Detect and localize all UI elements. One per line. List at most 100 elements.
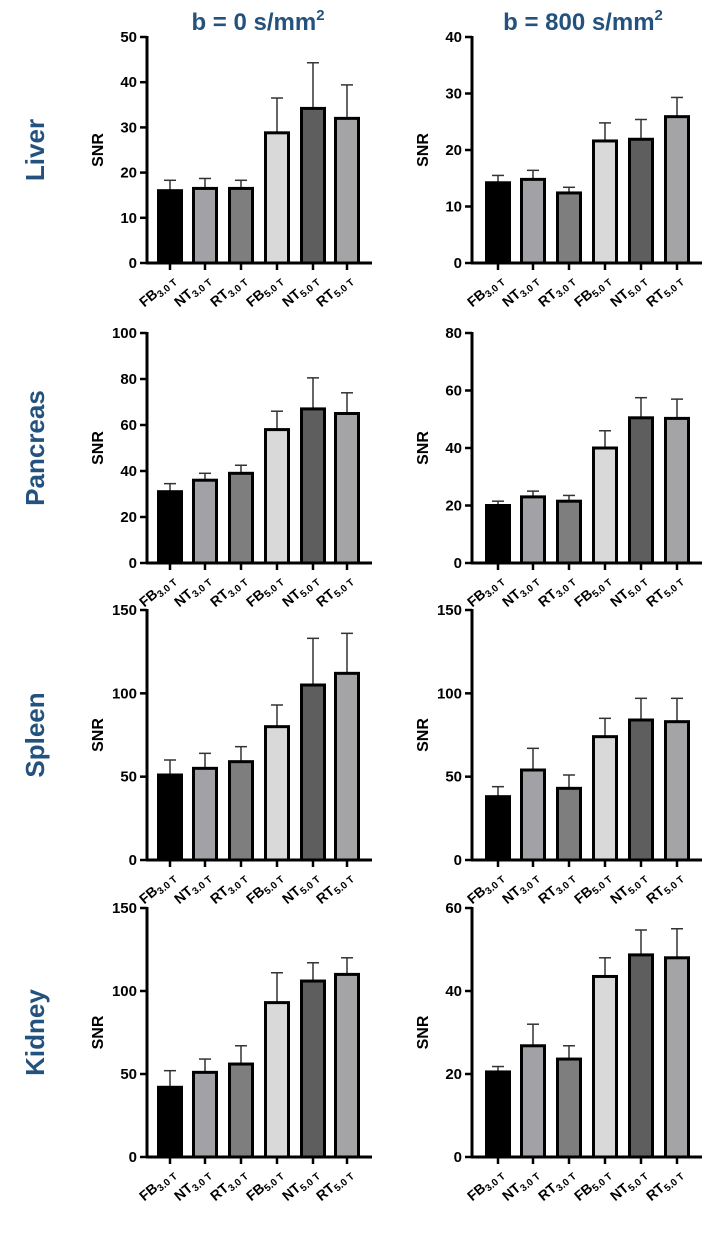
column-title-b0: b = 0 s/mm2 — [191, 7, 324, 36]
bar-fb-30T — [157, 773, 183, 862]
bar-rt-50T — [334, 671, 360, 862]
y-axis-label: SNR — [90, 718, 107, 752]
bar-rt-50T — [334, 972, 360, 1159]
y-tick-label: 30 — [120, 119, 137, 136]
y-tick-label: 0 — [454, 852, 462, 869]
bar-nt-50T — [300, 683, 326, 862]
bar-fb-50T — [592, 139, 618, 265]
y-tick-label: 30 — [445, 86, 462, 103]
bar-nt-50T — [628, 718, 654, 862]
bar-fb-50T — [264, 1001, 290, 1159]
bar-rt-30T — [228, 186, 254, 265]
x-tick-label: NT3.0 T — [499, 1165, 543, 1206]
x-tick-label: FB5.0 T — [571, 1165, 615, 1206]
row-label-kidney: Kidney — [20, 989, 50, 1076]
y-tick-label: 20 — [120, 509, 137, 526]
y-axis-label: SNR — [415, 1015, 432, 1049]
x-tick-label: RT5.0 T — [313, 271, 357, 312]
x-tick-label: NT3.0 T — [499, 271, 543, 312]
bar-fb-50T — [592, 446, 618, 565]
y-tick-label: 20 — [120, 165, 137, 182]
x-tick-label: FB3.0 T — [464, 271, 508, 312]
x-tick-label: RT5.0 T — [313, 1165, 357, 1206]
x-tick-label: RT3.0 T — [207, 271, 251, 312]
bar-nt-30T — [192, 186, 218, 265]
y-tick-label: 50 — [445, 769, 462, 786]
y-tick-label: 20 — [445, 1066, 462, 1083]
x-tick-label: FB5.0 T — [571, 868, 615, 909]
x-tick-label: NT3.0 T — [171, 868, 215, 909]
x-tick-label: NT3.0 T — [499, 571, 543, 612]
x-tick-label: FB3.0 T — [136, 1165, 180, 1206]
x-tick-label: NT3.0 T — [171, 1165, 215, 1206]
y-tick-label: 40 — [445, 983, 462, 1000]
x-tick-label: RT5.0 T — [313, 571, 357, 612]
x-tick-label: NT5.0 T — [607, 571, 651, 612]
bar-nt-30T — [192, 1070, 218, 1159]
bar-nt-50T — [628, 416, 654, 565]
bar-nt-50T — [300, 106, 326, 265]
y-tick-label: 0 — [454, 1149, 462, 1166]
bar-rt-30T — [556, 1057, 582, 1159]
y-tick-label: 10 — [120, 210, 137, 227]
bar-rt-30T — [556, 499, 582, 565]
y-tick-label: 50 — [120, 29, 137, 46]
y-tick-label: 40 — [120, 463, 137, 480]
bar-rt-50T — [664, 416, 690, 565]
x-tick-label: RT3.0 T — [207, 868, 251, 909]
bar-nt-30T — [520, 495, 546, 565]
y-tick-label: 150 — [112, 602, 137, 619]
x-tick-label: FB3.0 T — [136, 868, 180, 909]
x-tick-label: FB5.0 T — [571, 271, 615, 312]
bar-fb-30T — [485, 504, 511, 565]
row-label-liver: Liver — [20, 119, 50, 181]
x-tick-label: RT5.0 T — [313, 868, 357, 909]
bar-rt-50T — [664, 720, 690, 862]
x-tick-label: FB5.0 T — [243, 271, 287, 312]
x-tick-label: RT5.0 T — [643, 271, 687, 312]
x-tick-label: NT5.0 T — [607, 271, 651, 312]
y-tick-label: 40 — [120, 74, 137, 91]
x-tick-label: FB3.0 T — [464, 868, 508, 909]
y-tick-label: 60 — [120, 417, 137, 434]
x-tick-label: RT3.0 T — [535, 1165, 579, 1206]
y-tick-label: 60 — [445, 383, 462, 400]
y-axis-label: SNR — [415, 431, 432, 465]
y-tick-label: 100 — [112, 325, 137, 342]
y-tick-label: 10 — [445, 199, 462, 216]
x-tick-label: NT3.0 T — [171, 271, 215, 312]
bar-fb-30T — [485, 1070, 511, 1159]
x-tick-label: RT3.0 T — [535, 271, 579, 312]
y-tick-label: 0 — [129, 1149, 137, 1166]
y-tick-label: 0 — [454, 555, 462, 572]
bar-fb-50T — [264, 131, 290, 265]
bar-nt-50T — [300, 979, 326, 1159]
y-tick-label: 150 — [112, 900, 137, 917]
x-tick-label: FB5.0 T — [243, 571, 287, 612]
x-tick-label: NT3.0 T — [171, 571, 215, 612]
x-tick-label: FB3.0 T — [464, 571, 508, 612]
y-tick-label: 50 — [120, 769, 137, 786]
bar-fb-50T — [592, 974, 618, 1159]
row-label-pancreas: Pancreas — [20, 390, 50, 506]
bar-rt-30T — [228, 1062, 254, 1159]
y-tick-label: 100 — [437, 685, 462, 702]
bar-rt-30T — [556, 191, 582, 265]
y-tick-label: 50 — [120, 1066, 137, 1083]
bar-nt-50T — [628, 137, 654, 265]
y-tick-label: 0 — [129, 852, 137, 869]
y-axis-label: SNR — [90, 431, 107, 465]
y-axis-label: SNR — [90, 1015, 107, 1049]
x-tick-label: NT5.0 T — [279, 271, 323, 312]
bar-rt-50T — [664, 115, 690, 265]
bar-nt-50T — [300, 407, 326, 565]
bar-nt-30T — [520, 768, 546, 862]
x-tick-label: RT5.0 T — [643, 571, 687, 612]
x-tick-label: FB5.0 T — [571, 571, 615, 612]
